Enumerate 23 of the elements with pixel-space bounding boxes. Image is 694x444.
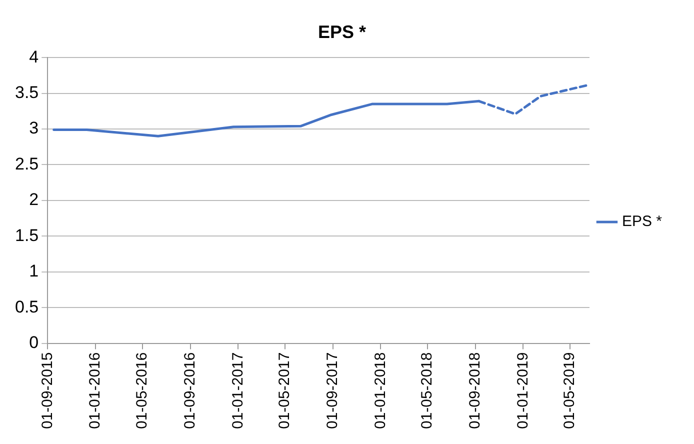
- y-tick-label: 2.5: [14, 154, 39, 174]
- x-tick-label: 01-01-2018: [372, 352, 389, 430]
- y-tick-label: 3.5: [14, 82, 39, 102]
- x-tick-label: 01-05-2016: [134, 352, 151, 430]
- x-tick-label: 01-01-2016: [86, 352, 104, 430]
- y-tick-label: 1: [29, 262, 39, 281]
- x-tick-label: 01-09-2015: [38, 352, 56, 430]
- x-tick-label: 01-05-2019: [561, 352, 578, 430]
- x-tick-label: 01-01-2019: [514, 352, 532, 430]
- y-tick-label: 0: [29, 332, 39, 352]
- x-tick-label: 01-09-2018: [466, 352, 484, 430]
- x-tick-label: 01-09-2016: [182, 352, 199, 430]
- y-tick-label: 4: [29, 47, 39, 66]
- y-tick-label: 2: [29, 190, 39, 210]
- x-tick-label: 01-05-2018: [418, 352, 436, 430]
- x-tick-label: 01-09-2017: [324, 352, 342, 430]
- chart-title: EPS *: [318, 22, 366, 42]
- y-tick-label: 3: [29, 118, 39, 138]
- x-tick-label: 01-05-2017: [276, 352, 294, 430]
- legend-label: EPS *: [622, 213, 662, 230]
- x-tick-label: 01-01-2017: [229, 352, 246, 430]
- y-tick-label: 0.5: [14, 297, 39, 316]
- y-tick-label: 1.5: [14, 226, 39, 245]
